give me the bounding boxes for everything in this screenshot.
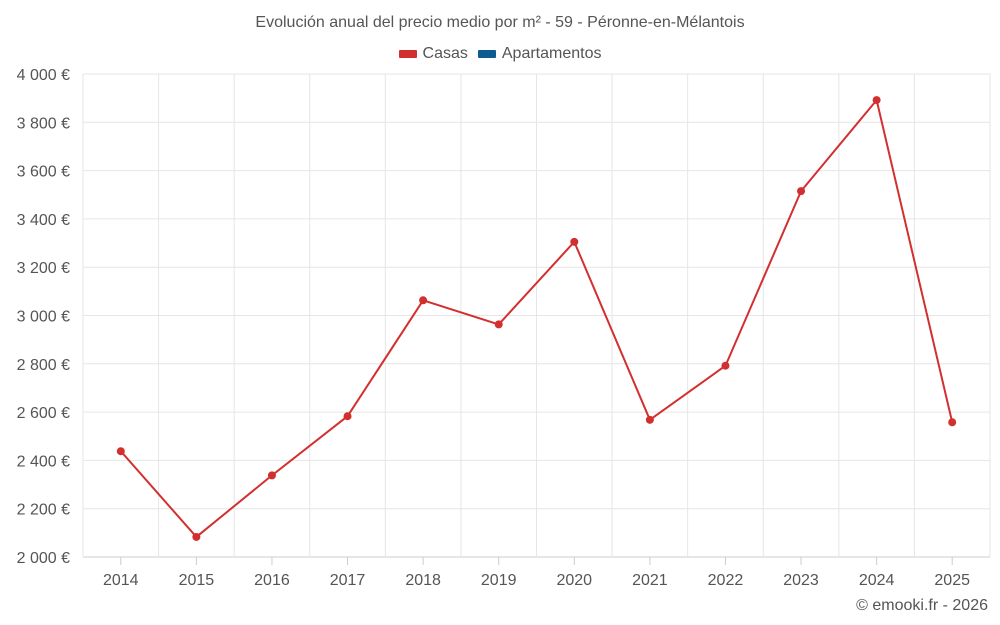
- data-point: [116, 447, 125, 456]
- x-tick-label: 2019: [481, 572, 517, 589]
- data-point: [872, 96, 881, 105]
- credit-text: © emooki.fr - 2026: [856, 597, 988, 614]
- x-tick-label: 2024: [859, 572, 895, 589]
- x-tick-label: 2016: [254, 572, 290, 589]
- y-tick-label: 2 600 €: [17, 405, 70, 422]
- data-point: [721, 361, 730, 370]
- y-tick-label: 3 200 €: [17, 260, 70, 277]
- legend-item-casas[interactable]: Casas: [398, 45, 468, 63]
- chart-title: Evolución anual del precio medio por m² …: [255, 14, 745, 31]
- y-tick-label: 2 000 €: [17, 550, 70, 567]
- y-tick-label: 3 600 €: [17, 164, 70, 181]
- y-tick-label: 2 800 €: [17, 357, 70, 374]
- x-tick-label: 2021: [632, 572, 668, 589]
- data-point: [570, 237, 579, 246]
- x-tick-label: 2017: [330, 572, 366, 589]
- legend-item-apartamentos[interactable]: Apartamentos: [477, 45, 602, 63]
- y-tick-label: 2 200 €: [17, 502, 70, 519]
- legend-label-casas: Casas: [422, 45, 468, 62]
- y-tick-label: 3 800 €: [17, 115, 70, 132]
- data-point: [494, 320, 503, 329]
- x-tick-label: 2020: [556, 572, 592, 589]
- data-point: [267, 471, 276, 480]
- data-point: [948, 418, 957, 427]
- data-point: [645, 415, 654, 424]
- x-tick-label: 2025: [934, 572, 970, 589]
- x-tick-label: 2022: [708, 572, 744, 589]
- y-tick-label: 4 000 €: [17, 67, 70, 84]
- series-line-casas: [120, 99, 954, 538]
- x-tick-label: 2018: [405, 572, 441, 589]
- x-tick-label: 2015: [179, 572, 215, 589]
- data-point: [419, 296, 428, 305]
- legend-swatch-apartamentos: [477, 50, 496, 58]
- data-point: [797, 187, 806, 196]
- x-tick-label: 2014: [103, 572, 139, 589]
- x-tick-label: 2023: [783, 572, 819, 589]
- chart-legend: Casas Apartamentos: [0, 45, 1000, 63]
- data-point: [343, 412, 352, 421]
- legend-label-apartamentos: Apartamentos: [501, 45, 602, 62]
- y-tick-label: 2 400 €: [17, 453, 70, 470]
- data-point: [192, 532, 201, 541]
- y-tick-label: 3 400 €: [17, 212, 70, 229]
- legend-swatch-casas: [398, 50, 417, 58]
- y-tick-label: 3 000 €: [17, 309, 70, 326]
